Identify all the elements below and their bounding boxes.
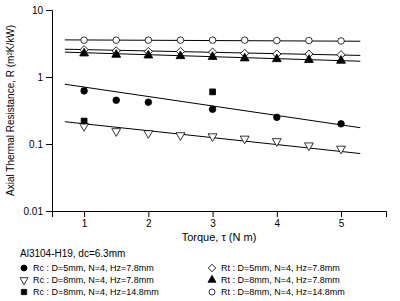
x-tick: 4 [275, 211, 281, 229]
legend-marker [21, 289, 26, 294]
chart: 1 2 3 4 5 0.01 0.1 1 10 Torque, τ (N m) Axial Ther… [0, 0, 400, 301]
point [113, 97, 120, 104]
point [274, 37, 281, 44]
legend-marker [208, 264, 215, 271]
x-axis: 1 2 3 4 5 [53, 211, 387, 229]
x-tick-mark [277, 211, 278, 217]
point [210, 89, 216, 95]
point [144, 131, 153, 139]
y-tick-mark [46, 10, 52, 11]
point [208, 52, 217, 60]
point [338, 121, 345, 128]
point [176, 51, 185, 59]
y-tick: 1 [37, 72, 52, 83]
legend-label: Rc : D=8mm, N=4, Hz=14.8mm [33, 287, 159, 297]
series [80, 46, 345, 59]
y-tick-label: 0.01 [24, 206, 44, 217]
legend-marker [21, 265, 27, 271]
y-tick-label: 0.1 [29, 139, 43, 150]
point [306, 37, 313, 44]
point [304, 143, 313, 151]
y-tick-label: 1 [37, 72, 43, 83]
trend-line [65, 52, 360, 61]
point [112, 129, 121, 137]
legend-label: Rt : D=5mm, N=4, Hz=7.8mm [221, 263, 340, 273]
point [337, 146, 346, 154]
point [81, 88, 88, 95]
y-tick: 0.1 [29, 139, 52, 150]
trend-line [65, 122, 360, 154]
point [145, 99, 152, 106]
legend-label: Rt : D=8mm, N=4, Hz=14.8mm [221, 287, 345, 297]
point [272, 54, 281, 62]
point [209, 106, 216, 113]
y-tick-label: 10 [32, 5, 44, 16]
point [112, 50, 121, 58]
point [338, 38, 345, 45]
point [81, 37, 88, 44]
series [80, 124, 346, 154]
legend-label: Rt : D=8mm, N=4, Hz=7.8mm [221, 275, 340, 285]
point [241, 37, 248, 44]
x-tick-label: 2 [146, 218, 152, 229]
point [337, 56, 346, 64]
y-tick-mark [46, 144, 52, 145]
y-tick: 0.01 [24, 206, 52, 217]
legend: Al3104-H19, dc=6.3mm Rc : D=5mm, N=4, Hz=… [20, 248, 345, 297]
x-tick-mark [341, 211, 342, 217]
legend-marker [209, 289, 215, 295]
point [177, 37, 184, 44]
point [272, 139, 281, 147]
y-axis-title: Axial Thermal Resistance, R (m²K/kW) [5, 25, 16, 196]
point [176, 133, 185, 141]
x-tick-mark [213, 211, 214, 217]
x-tick: 1 [82, 211, 88, 229]
x-tick-mark [148, 211, 149, 217]
y-tick-mark [46, 77, 52, 78]
legend-label: Rc : D=5mm, N=4, Hz=7.8mm [33, 263, 154, 273]
annotation: Al3104-H19, dc=6.3mm [20, 248, 125, 259]
point [80, 48, 89, 56]
point [274, 114, 281, 121]
plot: 1 2 3 4 5 0.01 0.1 1 10 Torque, τ (N m) Axial Ther… [5, 5, 387, 243]
point [240, 136, 249, 144]
point [304, 55, 313, 63]
x-tick-label: 5 [339, 218, 345, 229]
trend-line [65, 84, 360, 127]
legend-marker [20, 278, 28, 285]
x-tick: 2 [146, 211, 152, 229]
legend-label: Rc : D=8mm, N=4, Hz=7.8mm [33, 275, 154, 285]
point [144, 50, 153, 58]
x-tick: 3 [210, 211, 216, 229]
point [208, 134, 217, 142]
x-axis-title: Torque, τ (N m) [182, 231, 257, 243]
series [80, 48, 346, 63]
x-tick-label: 4 [275, 218, 281, 229]
y-axis: 0.01 0.1 1 10 [24, 5, 53, 217]
point [209, 37, 216, 44]
series [81, 37, 345, 44]
y-tick: 10 [32, 5, 52, 16]
x-tick-label: 3 [210, 218, 216, 229]
point [80, 124, 89, 132]
point [113, 37, 120, 44]
x-axis-line [53, 212, 387, 218]
series [81, 89, 215, 124]
marks [65, 37, 360, 154]
x-tick: 5 [339, 211, 345, 229]
point [145, 37, 152, 44]
point [81, 118, 87, 124]
legend-marker [208, 275, 216, 282]
y-axis-line [46, 11, 53, 212]
x-tick-mark [84, 211, 85, 217]
point [240, 53, 249, 61]
y-tick-mark [46, 211, 52, 212]
x-tick-label: 1 [82, 218, 88, 229]
series [81, 88, 345, 128]
